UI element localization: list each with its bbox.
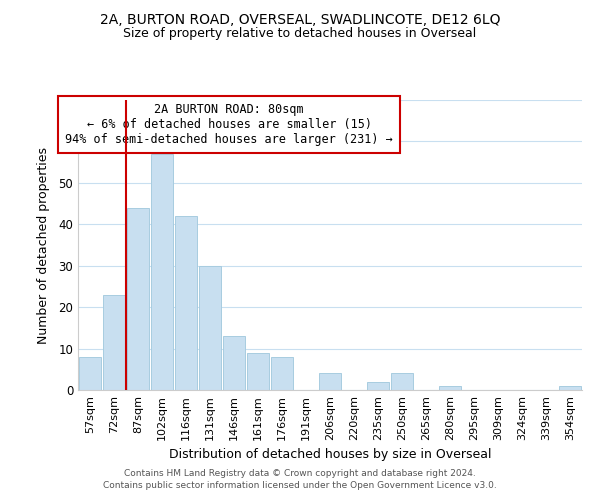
Text: Contains public sector information licensed under the Open Government Licence v3: Contains public sector information licen…: [103, 481, 497, 490]
Text: 2A, BURTON ROAD, OVERSEAL, SWADLINCOTE, DE12 6LQ: 2A, BURTON ROAD, OVERSEAL, SWADLINCOTE, …: [100, 12, 500, 26]
Bar: [319, 374, 341, 390]
Bar: [223, 336, 245, 390]
X-axis label: Distribution of detached houses by size in Overseal: Distribution of detached houses by size …: [169, 448, 491, 461]
Y-axis label: Number of detached properties: Number of detached properties: [37, 146, 50, 344]
Bar: [175, 216, 197, 390]
Bar: [79, 357, 101, 390]
Bar: [151, 154, 173, 390]
Text: Contains HM Land Registry data © Crown copyright and database right 2024.: Contains HM Land Registry data © Crown c…: [124, 468, 476, 477]
Bar: [103, 294, 125, 390]
Text: Size of property relative to detached houses in Overseal: Size of property relative to detached ho…: [124, 28, 476, 40]
Bar: [439, 386, 461, 390]
Bar: [199, 266, 221, 390]
Text: 2A BURTON ROAD: 80sqm
← 6% of detached houses are smaller (15)
94% of semi-detac: 2A BURTON ROAD: 80sqm ← 6% of detached h…: [65, 103, 393, 146]
Bar: [559, 386, 581, 390]
Bar: [127, 208, 149, 390]
Bar: [367, 382, 389, 390]
Bar: [271, 357, 293, 390]
Bar: [247, 352, 269, 390]
Bar: [391, 374, 413, 390]
